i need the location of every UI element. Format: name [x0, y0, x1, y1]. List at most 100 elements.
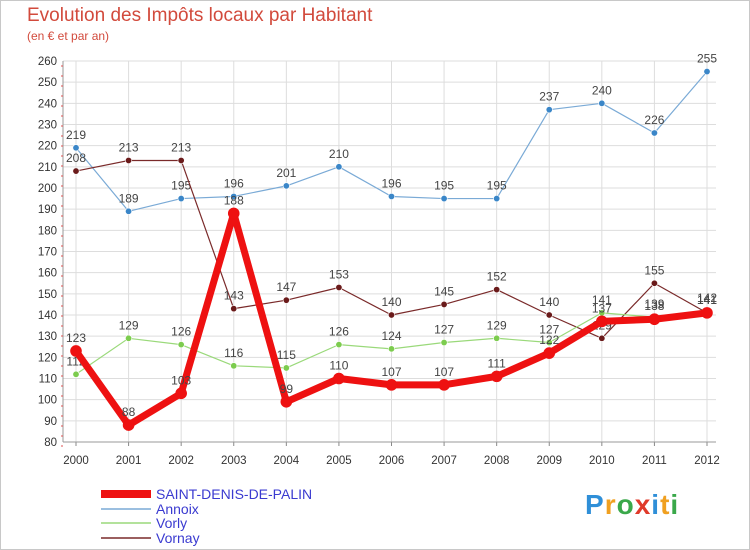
data-label-saint-denis-de-palin: 122 [539, 333, 559, 347]
data-point-annoix [72, 144, 80, 152]
data-label-saint-denis-de-palin: 88 [122, 405, 136, 419]
x-tick-label: 2003 [221, 455, 247, 467]
data-label-vorly: 116 [224, 346, 243, 360]
logo-letter: i [651, 489, 661, 520]
x-tick-label: 2005 [326, 455, 352, 467]
data-label-vorly: 115 [277, 348, 296, 362]
data-point-annoix [282, 182, 290, 190]
data-point-vornay [545, 311, 553, 319]
x-tick-label: 2012 [694, 455, 720, 467]
legend-label-vornay: Vornay [156, 530, 200, 546]
y-tick-label: 150 [38, 289, 57, 301]
data-point-vorly [545, 339, 553, 347]
data-label-vorly: 142 [697, 291, 717, 305]
data-label-vornay: 213 [119, 140, 139, 154]
data-point-vorly [440, 339, 448, 347]
data-label-vornay: 155 [644, 263, 664, 277]
data-label-vornay: 147 [276, 280, 296, 294]
y-tick-label: 160 [38, 268, 57, 280]
data-label-annoix: 195 [171, 179, 191, 193]
data-label-vorly: 129 [487, 318, 507, 332]
proxiti-logo: Proxiti [585, 489, 679, 521]
data-point-vornay [493, 286, 501, 294]
data-point-vornay [650, 279, 658, 287]
x-tick-label: 2009 [536, 455, 562, 467]
data-label-vorly: 124 [381, 329, 401, 343]
data-label-annoix: 240 [592, 83, 612, 97]
data-point-annoix [545, 106, 553, 114]
y-tick-label: 180 [38, 225, 57, 237]
data-point-annoix [703, 68, 711, 76]
data-label-saint-denis-de-palin: 110 [329, 359, 348, 373]
data-label-saint-denis-de-palin: 123 [66, 331, 86, 345]
data-label-annoix: 226 [644, 113, 664, 127]
data-point-annoix [493, 195, 501, 203]
data-label-vorly: 126 [171, 325, 191, 339]
y-tick-label: 170 [38, 247, 57, 259]
data-label-annoix: 237 [539, 90, 559, 104]
y-tick-label: 200 [38, 183, 57, 195]
logo-letter: i [670, 489, 680, 520]
logo-letter: P [585, 489, 605, 520]
data-label-vorly: 141 [592, 293, 612, 307]
data-label-saint-denis-de-palin: 99 [280, 382, 294, 396]
x-tick-label: 2002 [168, 455, 194, 467]
data-label-annoix: 196 [381, 176, 401, 190]
data-point-saint-denis-de-palin [175, 387, 187, 400]
data-point-annoix [230, 192, 238, 200]
y-tick-label: 240 [38, 98, 57, 110]
data-label-saint-denis-de-palin: 103 [171, 373, 191, 387]
x-tick-label: 2004 [274, 455, 300, 467]
data-point-vornay [177, 156, 185, 164]
legend-label-vorly: Vorly [156, 515, 187, 531]
y-tick-label: 230 [38, 120, 57, 132]
data-point-saint-denis-de-palin [333, 372, 345, 385]
data-point-vorly [282, 364, 290, 372]
data-point-vornay [230, 305, 238, 313]
y-tick-label: 110 [39, 374, 57, 386]
y-tick-label: 90 [44, 416, 57, 428]
data-point-saint-denis-de-palin [438, 379, 450, 391]
data-point-annoix [440, 195, 448, 203]
data-point-annoix [177, 195, 185, 203]
data-label-vorly: 126 [329, 325, 349, 339]
data-point-saint-denis-de-palin [543, 347, 556, 359]
data-label-vornay: 213 [171, 140, 191, 154]
chart-subtitle: (en € et par an) [27, 29, 110, 43]
x-tick-label: 2001 [116, 455, 142, 467]
data-point-vorly [125, 334, 133, 342]
data-label-annoix: 219 [66, 128, 86, 142]
data-label-annoix: 201 [276, 166, 296, 180]
x-tick-label: 2000 [63, 455, 89, 467]
data-label-saint-denis-de-palin: 107 [434, 365, 454, 379]
data-label-annoix: 195 [487, 179, 507, 193]
y-tick-label: 250 [38, 77, 57, 89]
data-label-vornay: 208 [66, 151, 86, 165]
data-label-annoix: 196 [224, 176, 244, 190]
y-tick-label: 120 [38, 352, 57, 364]
data-label-vorly: 127 [434, 323, 454, 337]
y-tick-label: 210 [38, 162, 57, 174]
data-label-vornay: 140 [381, 295, 401, 309]
data-label-annoix: 255 [697, 52, 717, 66]
logo-letter: x [634, 489, 652, 520]
data-point-annoix [650, 129, 658, 137]
data-label-saint-denis-de-palin: 138 [644, 299, 664, 313]
data-point-saint-denis-de-palin [122, 419, 135, 431]
x-tick-label: 2011 [642, 455, 667, 467]
data-label-vornay: 152 [487, 270, 507, 284]
data-point-vorly [177, 341, 185, 349]
data-point-vorly [72, 370, 80, 378]
data-point-annoix [598, 99, 606, 107]
data-point-saint-denis-de-palin [227, 207, 240, 220]
data-point-vorly [230, 362, 238, 370]
chart-title: Evolution des Impôts locaux par Habitant [27, 5, 373, 26]
data-label-annoix: 189 [119, 191, 139, 205]
x-tick-label: 2007 [431, 455, 457, 467]
data-label-saint-denis-de-palin: 141 [697, 293, 717, 307]
data-point-saint-denis-de-palin [701, 307, 713, 319]
y-tick-label: 130 [38, 331, 57, 343]
data-point-saint-denis-de-palin [280, 395, 293, 408]
y-tick-label: 80 [44, 437, 57, 449]
